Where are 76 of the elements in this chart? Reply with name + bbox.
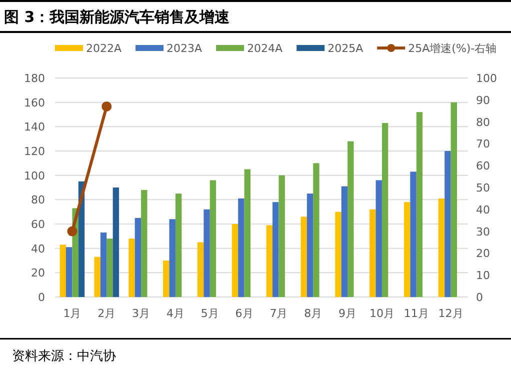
x-tick-label: 4月 <box>166 307 184 320</box>
y2-tick-label: 30 <box>476 225 490 238</box>
y2-tick-label: 20 <box>476 247 490 260</box>
x-tick-label: 9月 <box>338 307 357 320</box>
y-tick-label: 0 <box>38 291 45 304</box>
legend-label: 2023A <box>166 42 203 55</box>
bar <box>197 242 204 297</box>
y-tick-label: 20 <box>31 266 45 280</box>
legend-label: 2025A <box>328 42 364 55</box>
y-tick-label: 60 <box>31 218 45 231</box>
bar <box>416 112 423 297</box>
y-tick-label: 160 <box>24 96 45 110</box>
bar <box>60 244 66 297</box>
bar <box>128 238 135 297</box>
bar <box>94 256 100 297</box>
bar <box>404 202 410 297</box>
bar <box>210 180 216 297</box>
bar <box>169 219 176 297</box>
y2-tick-label: 80 <box>476 116 490 129</box>
bar <box>382 123 388 297</box>
y2-tick-label: 40 <box>476 203 490 216</box>
legend-label: 2024A <box>247 42 284 55</box>
y-tick-label: 80 <box>31 194 45 207</box>
bar <box>306 194 314 297</box>
y2-tick-label: 10 <box>476 269 490 282</box>
x-tick-label: 8月 <box>304 307 322 320</box>
x-tick-label: 3月 <box>132 307 150 320</box>
y2-tick-label: 60 <box>476 160 490 173</box>
bar <box>238 198 244 297</box>
bar <box>175 194 182 297</box>
chart-title: 图 3：我国新能源汽车销售及增速 <box>4 8 231 26</box>
x-tick-label: 2月 <box>98 307 116 320</box>
x-tick-label: 10月 <box>369 307 394 320</box>
x-tick-label: 12月 <box>438 307 464 320</box>
x-tick-label: 6月 <box>235 307 254 320</box>
bar <box>232 224 238 297</box>
bar <box>300 216 307 297</box>
bar <box>370 209 376 297</box>
bar <box>100 232 107 297</box>
x-tick-label: 11月 <box>404 307 429 320</box>
y-tick-label: 140 <box>24 120 45 134</box>
y2-tick-label: 0 <box>476 291 483 304</box>
bar <box>112 188 120 297</box>
y2-tick-label: 90 <box>476 94 490 107</box>
bar <box>278 175 285 297</box>
bar <box>204 209 210 297</box>
x-tick-label: 7月 <box>270 307 288 320</box>
x-tick-label: 1月 <box>63 307 82 320</box>
bar <box>163 260 170 297</box>
bar <box>266 225 273 297</box>
legend-label: 25A增速(%)-右轴 <box>408 42 497 55</box>
y2-tick-label: 100 <box>476 72 497 85</box>
y-tick-label: 40 <box>31 242 45 256</box>
y2-tick-label: 70 <box>476 138 490 151</box>
legend-label: 2022A <box>86 42 122 55</box>
y-tick-label: 180 <box>24 72 45 85</box>
bar <box>313 163 320 297</box>
bar <box>348 141 354 297</box>
bar <box>341 186 348 297</box>
bar <box>335 212 342 297</box>
bar <box>244 169 250 297</box>
bar <box>410 172 416 297</box>
x-tick-label: 5月 <box>200 307 219 320</box>
y-tick-label: 120 <box>24 145 45 158</box>
bar <box>141 190 148 297</box>
bar <box>444 151 451 297</box>
y2-tick-label: 50 <box>476 182 490 194</box>
bar <box>106 238 113 297</box>
bar <box>450 102 457 297</box>
bar <box>134 218 142 297</box>
bar <box>66 247 72 297</box>
bar <box>438 198 445 297</box>
text: 资料来源：中汽协 <box>12 349 116 364</box>
y-tick-label: 100 <box>24 169 45 182</box>
bar <box>272 202 279 297</box>
bar <box>376 180 382 297</box>
